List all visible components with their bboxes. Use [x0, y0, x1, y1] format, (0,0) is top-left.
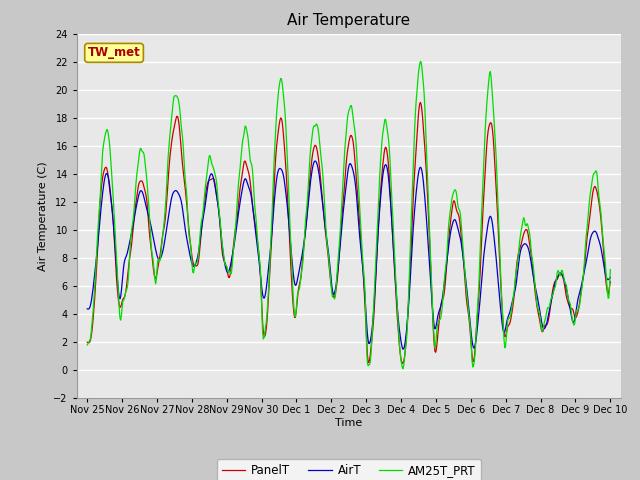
- X-axis label: Time: Time: [335, 418, 362, 428]
- AirT: [399, 346, 407, 352]
- Legend: PanelT, AirT, AM25T_PRT: PanelT, AirT, AM25T_PRT: [217, 459, 481, 480]
- PanelT: [147, 240, 154, 246]
- PanelT: [413, 135, 420, 141]
- AirT: [83, 306, 91, 312]
- Title: Air Temperature: Air Temperature: [287, 13, 410, 28]
- Text: TW_met: TW_met: [88, 47, 140, 60]
- AirT: [227, 258, 235, 264]
- AM25T_PRT: [413, 90, 420, 96]
- AM25T_PRT: [83, 342, 91, 348]
- AM25T_PRT: [93, 249, 100, 254]
- PanelT: [429, 317, 436, 323]
- Line: AirT: AirT: [87, 161, 611, 349]
- PanelT: [93, 263, 100, 268]
- AirT: [147, 221, 154, 227]
- PanelT: [399, 360, 406, 366]
- AirT: [200, 212, 207, 217]
- AM25T_PRT: [399, 366, 407, 372]
- PanelT: [417, 99, 424, 105]
- AirT: [607, 275, 614, 280]
- PanelT: [607, 279, 614, 285]
- Line: PanelT: PanelT: [87, 102, 611, 363]
- AirT: [311, 158, 319, 164]
- AM25T_PRT: [429, 313, 436, 319]
- AirT: [413, 177, 421, 182]
- AM25T_PRT: [607, 267, 614, 273]
- AM25T_PRT: [200, 202, 207, 208]
- Y-axis label: Air Temperature (C): Air Temperature (C): [38, 161, 48, 271]
- AirT: [93, 252, 100, 258]
- AM25T_PRT: [227, 271, 235, 276]
- PanelT: [227, 264, 235, 269]
- Line: AM25T_PRT: AM25T_PRT: [87, 61, 611, 369]
- PanelT: [200, 207, 207, 213]
- AM25T_PRT: [147, 234, 154, 240]
- AirT: [429, 310, 436, 315]
- PanelT: [83, 339, 91, 345]
- AM25T_PRT: [417, 59, 424, 64]
